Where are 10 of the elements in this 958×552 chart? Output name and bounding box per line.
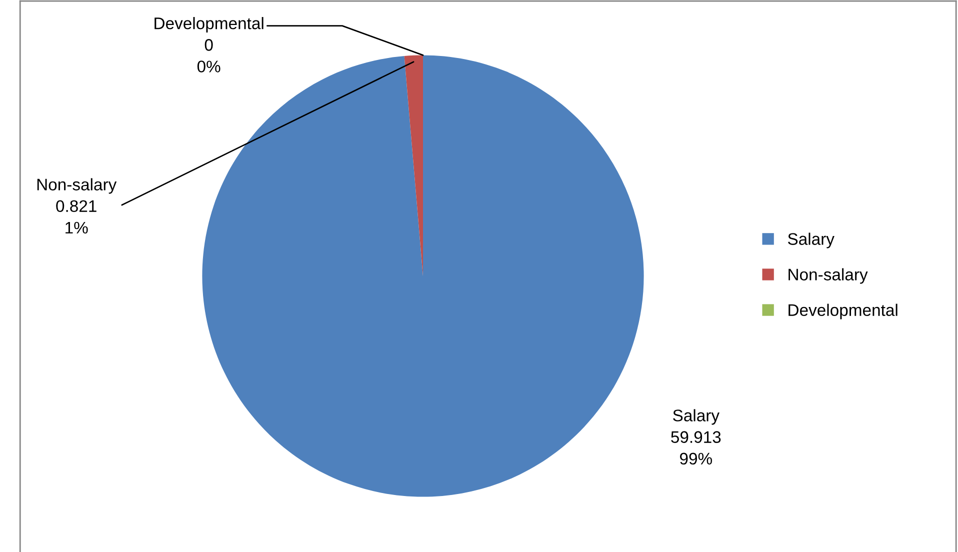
legend-label: Developmental (788, 304, 898, 320)
data-label: 0.821 1% (56, 200, 96, 234)
text: 0 0% (197, 39, 220, 72)
category-label: Developmental (154, 17, 264, 33)
pie-slice (404, 55, 423, 276)
slice-label: Non-salary (37, 178, 117, 194)
slice-label: Salary (673, 409, 720, 425)
data-label: 59.913 99% (671, 431, 721, 465)
legend-label: Non-salary (788, 268, 868, 284)
legend-label: Salary (788, 232, 834, 248)
